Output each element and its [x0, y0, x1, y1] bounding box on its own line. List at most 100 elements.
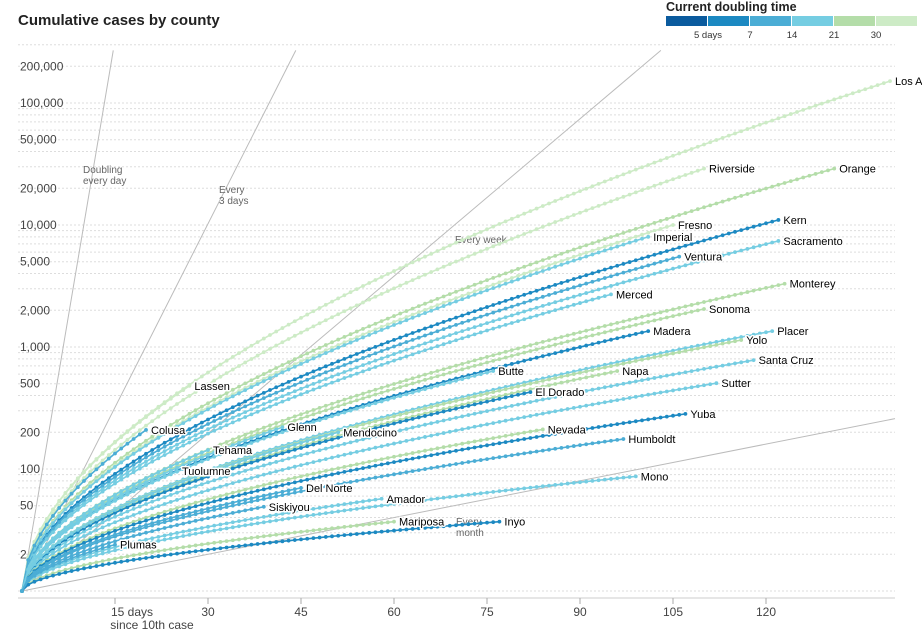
- data-point: [38, 532, 43, 537]
- data-point: [206, 431, 210, 436]
- data-point: [243, 347, 248, 352]
- data-point: [435, 411, 440, 415]
- data-point: [485, 437, 489, 442]
- county-label: Inyo: [504, 517, 525, 529]
- data-point: [168, 552, 173, 557]
- data-point: [100, 489, 105, 494]
- data-point: [218, 476, 223, 481]
- data-point: [404, 354, 409, 359]
- data-point: [131, 463, 136, 467]
- data-point: [615, 360, 620, 365]
- data-point: [590, 333, 595, 338]
- data-point: [367, 367, 372, 372]
- data-point: [168, 547, 173, 552]
- data-point: [100, 537, 105, 541]
- data-point: [392, 519, 396, 524]
- data-point: [596, 295, 601, 300]
- data-point: [509, 276, 514, 280]
- data-point: [361, 335, 365, 340]
- data-point: [640, 236, 644, 241]
- data-point: [268, 461, 272, 466]
- data-point: [113, 440, 117, 445]
- data-point: [311, 353, 316, 358]
- data-point: [516, 273, 520, 278]
- county-label: El Dorado: [535, 387, 584, 399]
- data-point: [720, 341, 725, 346]
- data-point: [553, 199, 558, 203]
- data-point: [602, 201, 607, 206]
- data-point: [460, 238, 465, 242]
- data-point: [261, 487, 266, 492]
- data-point: [175, 446, 179, 451]
- data-point: [156, 435, 161, 440]
- data-point: [280, 493, 285, 498]
- data-point: [199, 472, 204, 477]
- data-point: [82, 534, 86, 538]
- data-point: [373, 426, 378, 431]
- data-point: [423, 341, 427, 346]
- data-point: [237, 464, 241, 469]
- data-point: [199, 508, 204, 512]
- data-point: [249, 507, 254, 512]
- legend-label: 30: [870, 30, 882, 41]
- data-point: [348, 337, 353, 342]
- data-point: [88, 531, 93, 535]
- data-point: [466, 291, 471, 296]
- y-tick-label: 10,000: [20, 218, 57, 232]
- data-point: [652, 252, 657, 257]
- data-point: [106, 456, 111, 461]
- data-point: [646, 186, 651, 190]
- data-point: [243, 491, 248, 496]
- data-point: [361, 506, 365, 510]
- data-point: [280, 458, 285, 463]
- data-point: [491, 282, 496, 287]
- data-point: [292, 515, 297, 520]
- data-point: [162, 440, 167, 445]
- data-point: [193, 504, 198, 509]
- data-point: [404, 457, 409, 462]
- data-point: [423, 422, 427, 427]
- data-point: [305, 536, 310, 541]
- data-point: [491, 520, 496, 525]
- y-tick-label: 200,000: [20, 59, 64, 73]
- data-point: [522, 401, 527, 406]
- data-point: [280, 430, 285, 435]
- data-point: [206, 497, 210, 502]
- data-point: [106, 453, 111, 457]
- data-point: [373, 401, 378, 406]
- data-point: [69, 540, 74, 545]
- data-point: [206, 370, 210, 375]
- data-point: [547, 222, 551, 227]
- data-point: [534, 380, 539, 385]
- data-point: [658, 390, 663, 395]
- data-point: [274, 480, 279, 485]
- data-point: [677, 347, 682, 352]
- data-point: [503, 322, 508, 327]
- data-point: [534, 267, 539, 272]
- data-point: [392, 528, 396, 533]
- data-point: [137, 539, 142, 543]
- data-point: [348, 440, 353, 445]
- county-line: [21, 385, 190, 592]
- data-point: [168, 449, 173, 454]
- data-point: [100, 543, 105, 547]
- data-point: [478, 290, 483, 295]
- data-point: [224, 450, 229, 454]
- data-point: [509, 269, 514, 274]
- data-point: [819, 101, 824, 106]
- data-point: [206, 407, 210, 412]
- data-point: [249, 385, 254, 390]
- data-point: [373, 351, 378, 356]
- data-point: [447, 449, 452, 454]
- legend-swatch: [750, 16, 791, 26]
- data-point: [379, 328, 384, 332]
- data-point: [509, 453, 514, 458]
- data-point: [478, 398, 483, 403]
- data-point: [237, 493, 241, 498]
- data-point: [720, 135, 725, 140]
- data-point: [547, 256, 551, 260]
- data-point: [268, 471, 272, 475]
- data-point: [168, 507, 173, 512]
- data-point: [497, 241, 502, 246]
- data-point: [286, 491, 291, 496]
